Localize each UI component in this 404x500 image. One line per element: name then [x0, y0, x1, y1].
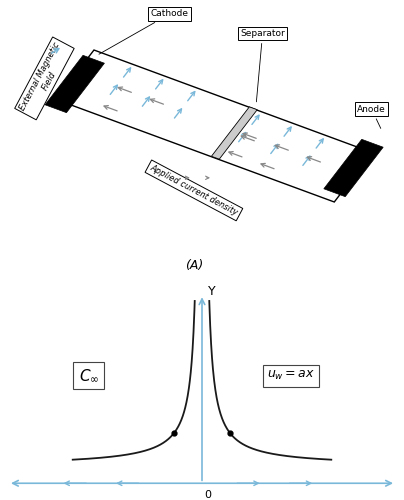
- Text: Separator: Separator: [240, 29, 285, 102]
- Text: Applied current density: Applied current density: [148, 164, 240, 218]
- Polygon shape: [211, 107, 257, 159]
- Text: $u_w = ax$: $u_w = ax$: [267, 369, 315, 382]
- Text: $C_{\infty}$: $C_{\infty}$: [79, 368, 99, 384]
- Polygon shape: [56, 50, 372, 202]
- Text: Cathode: Cathode: [99, 10, 189, 54]
- Polygon shape: [324, 140, 383, 196]
- Text: X: X: [198, 499, 206, 500]
- Text: Y: Y: [208, 286, 216, 298]
- Text: 0: 0: [204, 490, 212, 500]
- Text: Anode: Anode: [357, 104, 386, 128]
- Polygon shape: [45, 56, 104, 112]
- Text: External Magnetic
Field: External Magnetic Field: [18, 40, 71, 117]
- Text: (A): (A): [185, 260, 203, 272]
